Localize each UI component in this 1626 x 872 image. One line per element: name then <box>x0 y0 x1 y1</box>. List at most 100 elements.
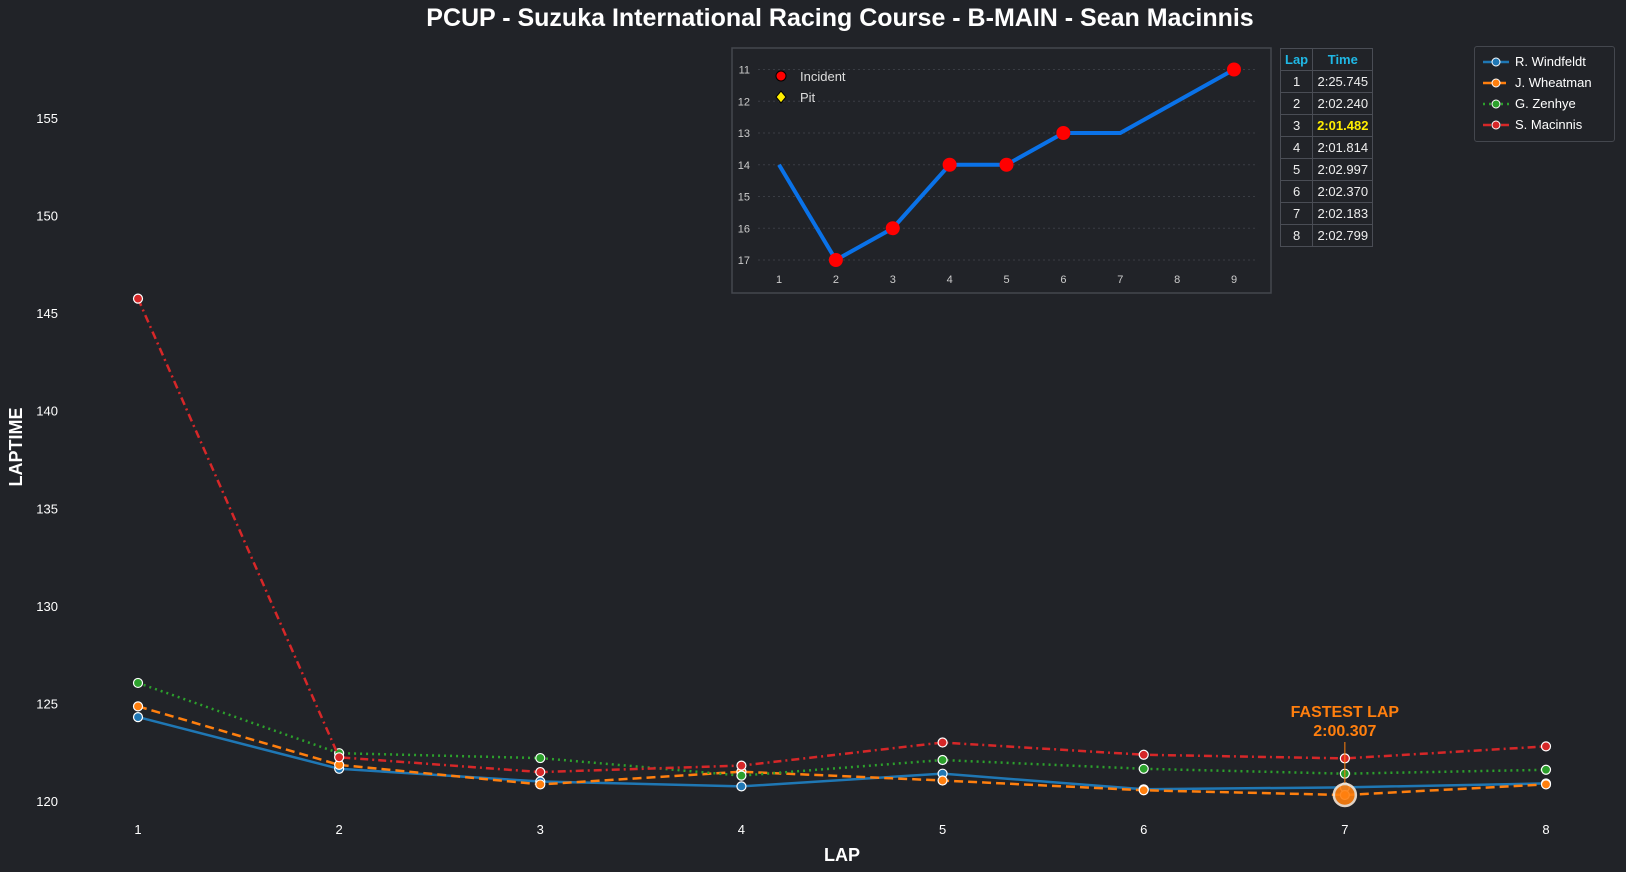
data-point <box>736 781 747 792</box>
data-point <box>1540 779 1552 790</box>
lap-time-cell: 2:02.183 <box>1312 202 1374 225</box>
incident-marker <box>1227 62 1241 77</box>
legend-item: S. Macinnis <box>1475 114 1614 135</box>
legend-item: G. Zenhye <box>1475 93 1614 114</box>
chart-title: PCUP - Suzuka International Racing Cours… <box>426 4 1254 32</box>
lap-number-cell: 8 <box>1279 224 1314 247</box>
data-point <box>132 677 144 689</box>
incident-legend-icon <box>775 70 787 82</box>
inset-x-tick: 8 <box>1174 274 1180 286</box>
legend-line-icon <box>1483 78 1509 87</box>
inset-x-tick: 9 <box>1231 274 1237 286</box>
chart-legend: R. Windfeldt J. Wheatman G. Zenhye S. Macin… <box>1474 46 1615 142</box>
legend-label: G. Zenhye <box>1515 96 1576 111</box>
lap-number-cell: 1 <box>1279 70 1314 93</box>
legend-label: S. Macinnis <box>1515 117 1583 132</box>
lap-number-cell: 4 <box>1279 136 1314 159</box>
data-point <box>736 760 747 771</box>
inset-y-tick: 16 <box>738 223 750 235</box>
table-row: 7 2:02.183 <box>1279 202 1374 225</box>
inset-y-tick: 13 <box>738 128 750 140</box>
incident-marker <box>1056 126 1071 140</box>
data-point <box>937 754 948 766</box>
x-tick-label: 8 <box>1542 822 1549 837</box>
data-point <box>132 711 144 723</box>
incident-marker <box>999 157 1014 172</box>
y-tick-label: 155 <box>36 111 58 126</box>
lap-number-cell: 3 <box>1279 114 1314 137</box>
legend-label: J. Wheatman <box>1515 75 1592 90</box>
lap-number-cell: 6 <box>1279 180 1314 203</box>
lap-time-cell: 2:02.370 <box>1312 180 1374 203</box>
inset-x-tick: 1 <box>776 274 782 286</box>
fastest-lap-marker <box>1332 782 1358 808</box>
inset-x-tick: 3 <box>890 274 896 286</box>
lap-time-cell: 2:02.799 <box>1312 224 1374 247</box>
x-tick-label: 6 <box>1140 822 1147 837</box>
lap-times-table: Lap Time 1 2:25.745 2 2:02.240 3 2:01.482 4 2:0… <box>1279 48 1374 247</box>
lap-time-cell: 2:25.745 <box>1312 70 1374 93</box>
data-point <box>1540 764 1552 775</box>
inset-legend-pit: Pit <box>800 90 816 105</box>
data-point <box>1540 741 1552 752</box>
y-axis-label: LAPTIME <box>6 408 26 487</box>
data-point <box>535 752 546 764</box>
y-tick-label: 150 <box>36 209 58 224</box>
data-point <box>132 293 144 304</box>
data-point <box>535 766 546 778</box>
legend-item: J. Wheatman <box>1475 72 1614 93</box>
y-tick-label: 120 <box>36 794 58 809</box>
inset-x-tick: 4 <box>947 274 953 286</box>
inset-y-tick: 14 <box>738 160 750 172</box>
legend-item: R. Windfeldt <box>1475 51 1614 72</box>
lap-time-cell: 2:02.240 <box>1312 92 1374 115</box>
series-line-2 <box>137 681 1547 777</box>
inset-y-tick: 17 <box>738 255 750 267</box>
inset-x-tick: 7 <box>1117 274 1123 286</box>
table-row: 1 2:25.745 <box>1279 70 1374 93</box>
table-row: 5 2:02.997 <box>1279 158 1374 181</box>
lap-number-cell: 7 <box>1279 202 1314 225</box>
lap-time-cell: 2:02.997 <box>1312 158 1374 181</box>
table-row: 8 2:02.799 <box>1279 224 1374 247</box>
lap-time-cell: 2:01.482 <box>1312 114 1374 137</box>
inset-y-tick: 12 <box>738 96 750 108</box>
lap-number-cell: 5 <box>1279 158 1314 181</box>
inset-frame <box>731 47 1272 294</box>
incident-marker <box>828 253 843 267</box>
table-row: 2 2:02.240 <box>1279 92 1374 115</box>
y-tick-label: 140 <box>36 404 58 419</box>
y-tick-label: 125 <box>36 696 58 711</box>
data-point <box>1138 785 1149 796</box>
lap-number-cell: 2 <box>1279 92 1314 115</box>
data-point <box>937 775 948 786</box>
legend-line-icon <box>1483 99 1509 108</box>
data-point <box>937 737 948 748</box>
incident-marker <box>885 221 900 236</box>
fastest-lap-label: FASTEST LAP <box>1291 704 1400 721</box>
table-row: 4 2:01.814 <box>1279 136 1374 159</box>
y-tick-label: 130 <box>36 599 58 614</box>
pit-legend-icon <box>775 90 787 104</box>
x-tick-label: 7 <box>1341 822 1348 837</box>
table-row: 3 2:01.482 <box>1279 114 1374 137</box>
data-point <box>334 752 345 763</box>
inset-x-tick: 2 <box>833 274 839 286</box>
inset-y-tick: 11 <box>739 65 750 77</box>
x-tick-label: 5 <box>939 822 946 837</box>
x-axis-label: LAP <box>824 845 860 865</box>
fastest-lap-time: 2:00.307 <box>1313 723 1376 740</box>
series-line-1 <box>137 705 1547 797</box>
data-point <box>132 701 144 712</box>
inset-x-tick: 6 <box>1060 274 1066 286</box>
data-point <box>1138 749 1149 760</box>
x-tick-label: 3 <box>537 822 544 837</box>
series-line-0 <box>137 715 1547 791</box>
data-point <box>535 779 546 790</box>
x-tick-label: 2 <box>336 822 343 837</box>
y-tick-label: 135 <box>36 501 58 516</box>
y-tick-label: 145 <box>36 306 58 321</box>
inset-legend-incident: Incident <box>800 69 846 84</box>
legend-line-icon <box>1483 57 1509 66</box>
